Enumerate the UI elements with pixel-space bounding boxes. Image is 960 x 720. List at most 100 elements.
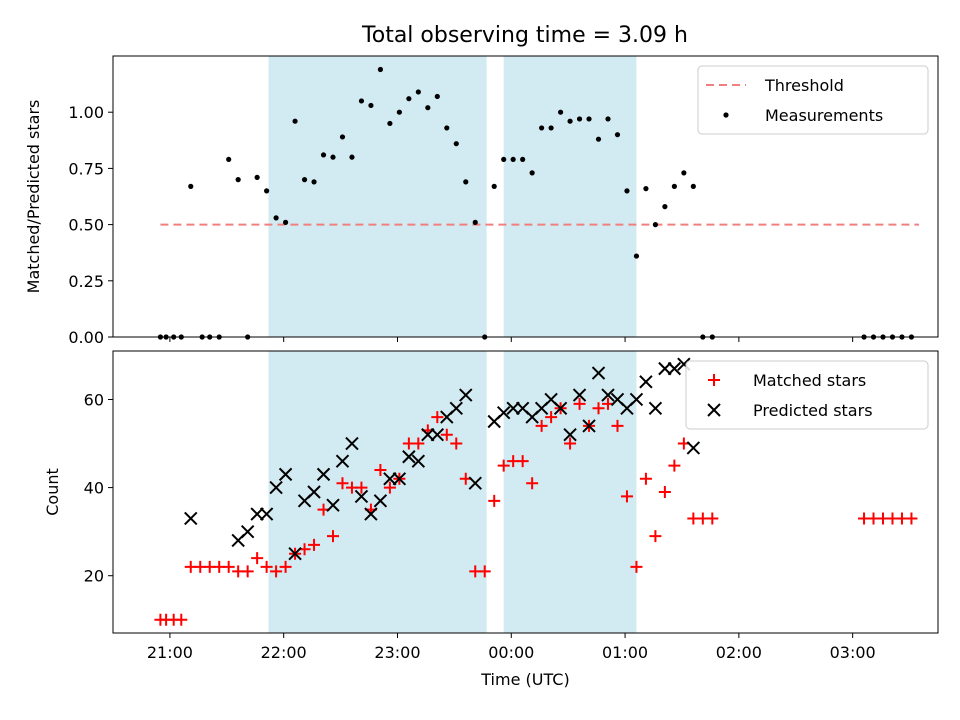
predicted-star-point [392, 472, 407, 486]
matched-star-point [611, 419, 624, 432]
predicted-star-point [506, 401, 520, 415]
measurement-point [671, 183, 677, 189]
predicted-star-point [250, 507, 264, 521]
matched-star-point [564, 437, 577, 450]
matched-star-point [620, 490, 633, 503]
measurement-point [662, 204, 668, 210]
matched-star-point [412, 437, 425, 450]
measurement-point [254, 174, 260, 180]
shaded-interval [503, 56, 637, 337]
predicted-star-point [572, 388, 587, 402]
measurement-point [425, 105, 431, 111]
y-tick-label: 60 [84, 390, 104, 409]
matched-star-point [327, 530, 339, 543]
matched-star-point [706, 512, 719, 525]
matched-star-point [639, 472, 652, 485]
matched-star-point [279, 560, 292, 573]
matched-star-point [573, 397, 586, 410]
measurement-point [643, 186, 649, 192]
shaded-interval [268, 56, 487, 337]
y-tick-label: 0.25 [68, 272, 104, 291]
axes-frame [112, 55, 939, 338]
matched-star-point [270, 565, 283, 578]
measurement-point [368, 102, 374, 109]
legend-label: Measurements [765, 106, 883, 125]
measurement-point [358, 98, 365, 104]
measurement-point [226, 156, 232, 163]
predicted-star-point [686, 441, 701, 455]
measurement-point [434, 93, 440, 100]
measurement-point [586, 116, 592, 122]
matched-star-point [374, 463, 387, 476]
x-tick-label: 02:00 [716, 643, 762, 662]
measurement-point [453, 141, 459, 147]
predicted-star-point [411, 454, 426, 468]
matched-star-point [526, 477, 539, 490]
predicted-star-point [326, 498, 340, 512]
x-tick-label: 01:00 [602, 643, 648, 662]
predicted-star-point [288, 546, 302, 561]
predicted-star-point [354, 489, 369, 504]
matched-star-point [630, 560, 643, 573]
predicted-star-point [345, 436, 359, 451]
matched-star-point [336, 477, 349, 490]
predicted-star-point [316, 467, 331, 482]
predicted-star-point [383, 472, 397, 486]
x-tick-label: 21:00 [147, 643, 193, 662]
legend-label: Matched stars [753, 371, 866, 390]
measurement-point [472, 219, 478, 225]
shaded-interval [503, 351, 637, 633]
predicted-star-point [639, 375, 653, 389]
matched-star-point [658, 486, 671, 498]
predicted-star-point [601, 388, 615, 402]
measurement-point [349, 154, 355, 160]
measurement-point [444, 125, 450, 131]
predicted-star-point [658, 361, 672, 376]
measurement-point [614, 132, 621, 138]
matched-star-point [308, 538, 321, 551]
x-tick-label: 22:00 [261, 643, 307, 662]
measurement-point [529, 170, 535, 176]
measurement-point [510, 156, 516, 163]
matched-star-point [535, 419, 548, 432]
matched-star-point [450, 437, 463, 450]
matched-star-point [488, 494, 501, 507]
y-tick-label: 40 [84, 479, 104, 498]
measurement-point [282, 219, 289, 225]
y-tick-label: 0.75 [68, 159, 104, 178]
predicted-star-point [648, 401, 663, 415]
measurement-point [387, 120, 393, 127]
measurement-point [235, 177, 241, 183]
y-axis-label: Count [43, 468, 62, 516]
predicted-star-point [278, 467, 293, 482]
measurement-point [264, 188, 270, 194]
predicted-star-point [667, 361, 682, 376]
measurement-point [633, 253, 640, 259]
predicted-star-point [553, 401, 568, 415]
matched-star-point [260, 560, 273, 573]
measurement-point [557, 109, 564, 115]
matched-star-point [175, 613, 188, 626]
x-tick-label: 00:00 [488, 643, 534, 662]
measurement-point [377, 66, 384, 73]
y-tick-label: 1.00 [68, 103, 104, 122]
predicted-star-point [259, 507, 274, 521]
measurement-point [396, 109, 402, 115]
measurement-point [320, 152, 327, 158]
matched-star-point [431, 411, 444, 424]
measurement-point [690, 183, 696, 189]
y-tick-label: 0.00 [68, 328, 104, 347]
x-axis-label: Time (UTC) [480, 670, 569, 689]
matched-star-point [241, 565, 254, 578]
measurement-point [681, 170, 687, 176]
measurement-point [292, 118, 298, 124]
matched-star-point [516, 455, 529, 468]
predicted-star-point [373, 494, 388, 508]
measurement-point [273, 215, 279, 221]
measurement-point [406, 96, 412, 102]
measurement-point [188, 183, 194, 189]
legend-label: Predicted stars [753, 401, 873, 420]
legend-box [685, 360, 929, 430]
predicted-star-point [364, 507, 378, 521]
predicted-star-point [240, 524, 255, 539]
